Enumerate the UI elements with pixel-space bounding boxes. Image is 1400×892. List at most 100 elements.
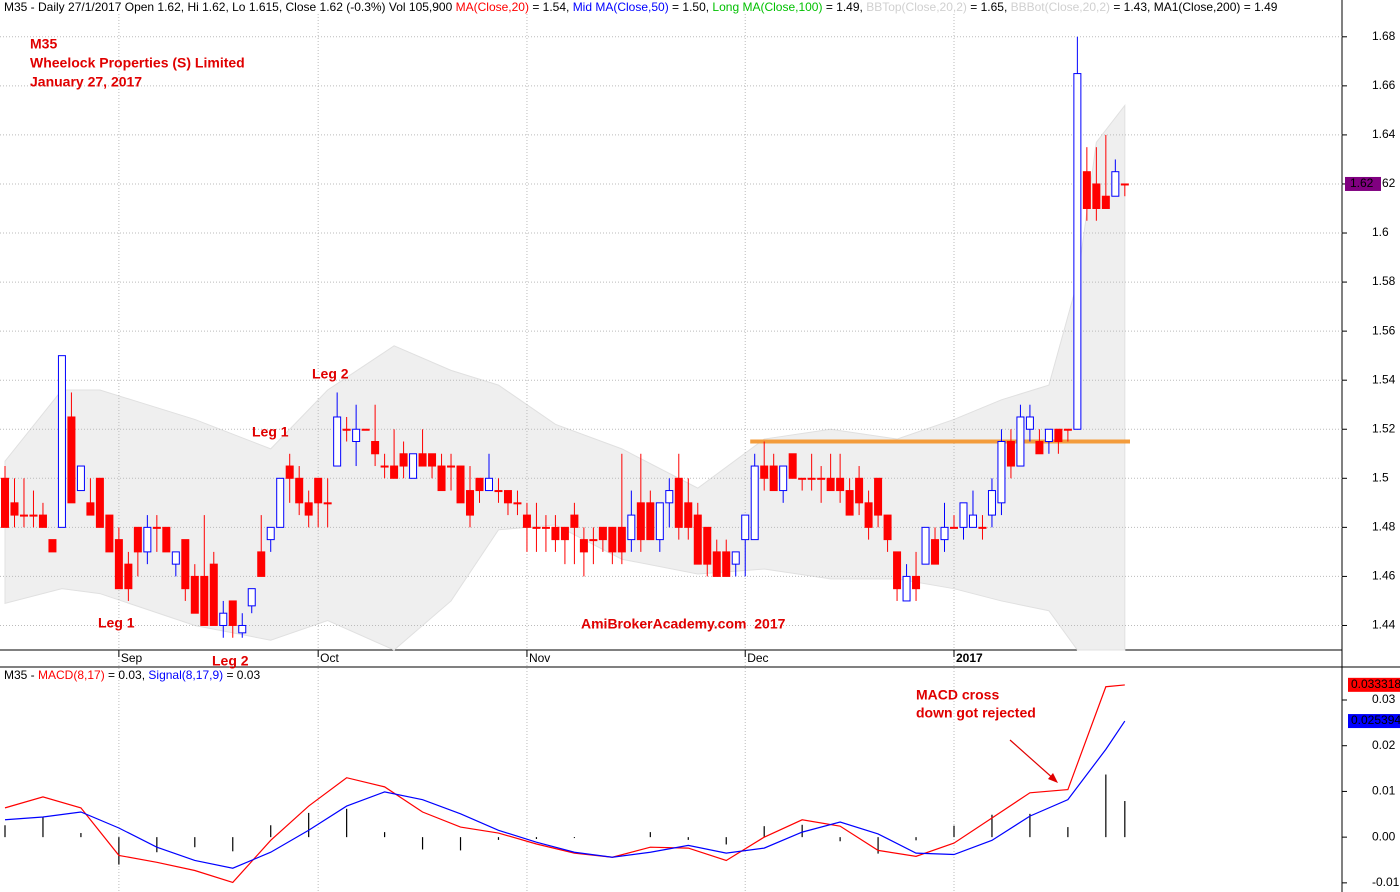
candle-body xyxy=(750,465,759,541)
candle-body xyxy=(1054,428,1063,443)
header-part: = 0.03 xyxy=(223,668,260,682)
header-part: Mid MA(Close,50) xyxy=(573,0,669,14)
y-tick-label: 1.48 xyxy=(1372,520,1396,534)
candle-body xyxy=(968,514,977,528)
y-tick-label: 1.56 xyxy=(1372,323,1396,337)
header-part: = 0.03, xyxy=(105,668,149,682)
candle-body xyxy=(409,453,418,479)
watermark: AmiBrokerAcademy.com 2017 xyxy=(581,616,786,632)
candle-body xyxy=(10,502,19,516)
y-tick-label: 1.66 xyxy=(1372,78,1396,92)
candle-body xyxy=(105,514,114,553)
y-tick-label: 1.46 xyxy=(1372,569,1396,583)
candle-body xyxy=(484,477,493,492)
x-tick-label: Oct xyxy=(320,651,339,665)
candle-body xyxy=(76,465,85,492)
candle-body xyxy=(589,539,598,542)
chart-title: January 27, 2017 xyxy=(30,74,142,90)
candle-body xyxy=(513,502,522,505)
candle-body xyxy=(1063,428,1072,431)
candle-body xyxy=(987,490,996,516)
header-part: = 1.49, xyxy=(822,0,866,14)
y-tick-label: 0.03 xyxy=(1372,692,1396,706)
header-part: MA(Close,20) xyxy=(456,0,529,14)
candle-body xyxy=(95,477,104,528)
macd-line xyxy=(4,684,1125,884)
y-tick-label: 1.6 xyxy=(1372,225,1389,239)
y-tick-label: 0.02 xyxy=(1372,738,1396,752)
candle-body xyxy=(836,477,845,492)
candle-body xyxy=(874,477,883,516)
candle-body xyxy=(646,502,655,541)
candle-body xyxy=(1025,416,1034,430)
candle-body xyxy=(342,428,351,431)
x-tick-label: 2017 xyxy=(956,651,983,665)
candle-body xyxy=(257,551,266,577)
candle-body xyxy=(162,526,171,553)
candle-body xyxy=(57,355,66,528)
candle-body xyxy=(807,477,816,480)
candle-body xyxy=(1120,183,1129,186)
header-part: MACD(8,17) xyxy=(38,668,105,682)
candle-body xyxy=(921,526,930,565)
x-tick-label: Dec xyxy=(747,651,768,665)
y-tick-label: 1.64 xyxy=(1372,127,1396,141)
candle-body xyxy=(1006,441,1015,467)
bollinger-band xyxy=(4,104,1126,651)
macd-line xyxy=(4,720,1126,869)
value-tag-label: 0.025394 xyxy=(1351,713,1400,727)
candle-body xyxy=(722,551,731,577)
candle-body xyxy=(437,465,446,492)
candle-body xyxy=(399,453,408,467)
candle-body xyxy=(352,428,361,443)
wave-label: Leg 2 xyxy=(212,653,249,669)
value-tag-label: 0.033318 xyxy=(1351,677,1400,691)
candle-body xyxy=(902,575,911,602)
candle-body xyxy=(171,551,180,565)
candle-body xyxy=(617,526,626,553)
candle-body xyxy=(200,575,209,626)
candle-body xyxy=(181,539,190,590)
candle-body xyxy=(883,514,892,541)
candle-body xyxy=(636,502,645,541)
y-tick-label: -0.01 xyxy=(1372,875,1400,889)
candle-body xyxy=(152,526,161,529)
candle-body xyxy=(712,551,721,577)
value-tag xyxy=(1348,714,1400,729)
candle-body xyxy=(940,526,949,541)
x-tick-label: Nov xyxy=(529,651,550,665)
candle-body xyxy=(276,477,285,528)
candle-body xyxy=(29,514,38,517)
candle-body xyxy=(304,502,313,516)
y-tick-label: 1.58 xyxy=(1372,274,1396,288)
candle-body xyxy=(769,465,778,492)
candle-body xyxy=(703,526,712,565)
candle-body xyxy=(38,514,47,528)
candle-body xyxy=(579,539,588,553)
candle-body xyxy=(494,490,503,493)
candle-body xyxy=(560,526,569,541)
value-tag xyxy=(1348,677,1400,692)
wave-label: Leg 1 xyxy=(98,615,135,631)
candle-body xyxy=(864,502,873,528)
chart-title: Wheelock Properties (S) Limited xyxy=(30,55,245,71)
candle-body xyxy=(522,514,531,528)
candle-body xyxy=(779,465,788,492)
candle-body xyxy=(266,526,275,541)
candle-body xyxy=(1035,441,1044,455)
candle-body xyxy=(314,477,323,504)
chart-title: M35 xyxy=(30,36,57,52)
candle-body xyxy=(19,514,28,517)
y-tick-label: 1.5 xyxy=(1372,470,1389,484)
candle-body xyxy=(541,526,550,529)
wave-label: Leg 2 xyxy=(312,366,349,382)
candle-body xyxy=(817,477,826,480)
candle-body xyxy=(466,490,475,516)
candle-body xyxy=(1101,195,1110,209)
candle-body xyxy=(845,490,854,516)
header-part: M35 - Daily 27/1/2017 Open 1.62, Hi 1.62… xyxy=(4,0,456,14)
x-tick-label: Sep xyxy=(121,651,143,665)
header-part: Signal(8,17,9) xyxy=(148,668,223,682)
annotation-arrow xyxy=(1009,739,1056,781)
